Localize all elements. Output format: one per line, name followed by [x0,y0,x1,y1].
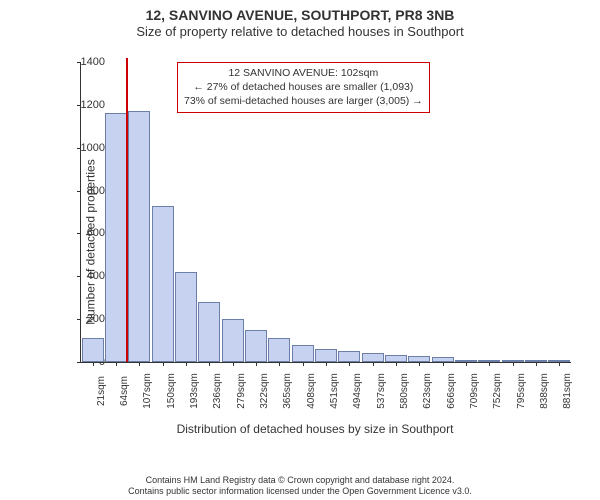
histogram-bar [315,349,337,362]
x-tick [209,362,210,366]
x-tick-label: 21sqm [96,376,107,406]
footer-line-1: Contains HM Land Registry data © Crown c… [0,475,600,487]
x-tick [443,362,444,366]
histogram-bar [338,351,360,362]
x-tick-label: 451sqm [329,373,340,409]
x-axis-label: Distribution of detached houses by size … [50,422,580,436]
chart-title-address: 12, SANVINO AVENUE, SOUTHPORT, PR8 3NB [0,6,600,24]
x-tick [373,362,374,366]
x-tick-label: 408sqm [306,373,317,409]
histogram-bar [385,355,407,363]
x-tick-label: 494sqm [352,373,363,409]
x-tick-label: 279sqm [236,373,247,409]
chart-title-desc: Size of property relative to detached ho… [0,24,600,41]
x-tick-label: 236sqm [212,373,223,409]
x-tick-label: 623sqm [422,373,433,409]
x-tick [279,362,280,366]
x-tick-label: 107sqm [142,373,153,409]
x-tick [419,362,420,366]
annot-line-3: 73% of semi-detached houses are larger (… [184,94,423,108]
y-tick-label: 1400 [75,56,105,68]
x-tick-label: 795sqm [516,373,527,409]
y-tick-label: 600 [75,227,105,239]
x-tick [233,362,234,366]
histogram-bar [175,272,197,362]
histogram-bar [292,345,314,362]
plot-region: 020040060080010001200140021sqm64sqm107sq… [80,62,571,363]
x-tick [489,362,490,366]
x-tick [466,362,467,366]
x-tick [326,362,327,366]
y-tick-label: 1200 [75,99,105,111]
x-tick-label: 709sqm [469,373,480,409]
y-tick-label: 1000 [75,142,105,154]
x-tick-label: 666sqm [446,373,457,409]
x-tick-label: 752sqm [492,373,503,409]
y-tick-label: 200 [75,313,105,325]
y-tick-label: 800 [75,185,105,197]
histogram-bar [105,113,127,362]
x-tick [139,362,140,366]
x-tick [303,362,304,366]
x-tick [396,362,397,366]
x-tick-label: 150sqm [166,373,177,409]
x-tick [536,362,537,366]
histogram-bar [222,319,244,362]
x-tick-label: 881sqm [562,373,573,409]
x-tick [349,362,350,366]
x-tick [93,362,94,366]
chart-title-block: 12, SANVINO AVENUE, SOUTHPORT, PR8 3NB S… [0,0,600,41]
x-tick [116,362,117,366]
histogram-bar [82,338,104,362]
marker-annotation-box: 12 SANVINO AVENUE: 102sqm ← 27% of detac… [177,62,430,113]
property-marker-line [126,58,128,362]
annot-line-1: 12 SANVINO AVENUE: 102sqm [184,66,423,80]
x-tick [513,362,514,366]
x-tick-label: 365sqm [282,373,293,409]
histogram-bar [268,338,290,362]
x-tick-label: 193sqm [189,373,200,409]
x-tick [559,362,560,366]
chart-area: Number of detached properties 0200400600… [50,52,580,432]
x-tick-label: 64sqm [119,376,130,406]
x-tick [186,362,187,366]
histogram-bar [198,302,220,362]
histogram-bar [245,330,267,362]
x-tick [256,362,257,366]
y-tick-label: 400 [75,270,105,282]
histogram-bar [362,353,384,362]
annot-line-2: ← 27% of detached houses are smaller (1,… [184,80,423,94]
x-tick-label: 537sqm [376,373,387,409]
x-tick-label: 838sqm [539,373,550,409]
attribution-footer: Contains HM Land Registry data © Crown c… [0,475,600,498]
footer-line-2: Contains public sector information licen… [0,486,600,498]
histogram-bar [152,206,174,362]
x-tick [163,362,164,366]
histogram-bar [128,111,150,362]
x-tick-label: 580sqm [399,373,410,409]
x-tick-label: 322sqm [259,373,270,409]
